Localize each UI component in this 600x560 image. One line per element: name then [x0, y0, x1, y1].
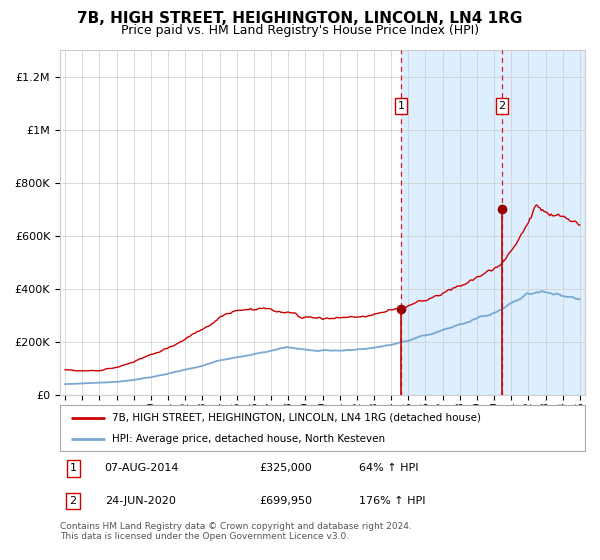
FancyBboxPatch shape: [60, 405, 585, 451]
Text: 2: 2: [499, 101, 506, 111]
Text: 64% ↑ HPI: 64% ↑ HPI: [359, 464, 419, 473]
Text: HPI: Average price, detached house, North Kesteven: HPI: Average price, detached house, Nort…: [113, 434, 386, 444]
Text: 7B, HIGH STREET, HEIGHINGTON, LINCOLN, LN4 1RG (detached house): 7B, HIGH STREET, HEIGHINGTON, LINCOLN, L…: [113, 413, 482, 423]
Text: 07-AUG-2014: 07-AUG-2014: [104, 464, 179, 473]
Text: £699,950: £699,950: [260, 496, 313, 506]
Text: 1: 1: [70, 464, 77, 473]
Text: 1: 1: [398, 101, 404, 111]
Text: 7B, HIGH STREET, HEIGHINGTON, LINCOLN, LN4 1RG: 7B, HIGH STREET, HEIGHINGTON, LINCOLN, L…: [77, 11, 523, 26]
Text: Price paid vs. HM Land Registry's House Price Index (HPI): Price paid vs. HM Land Registry's House …: [121, 24, 479, 37]
Text: £325,000: £325,000: [260, 464, 312, 473]
Text: 176% ↑ HPI: 176% ↑ HPI: [359, 496, 426, 506]
Text: Contains HM Land Registry data © Crown copyright and database right 2024.
This d: Contains HM Land Registry data © Crown c…: [60, 522, 412, 542]
Text: 2: 2: [70, 496, 77, 506]
Bar: [401, 50, 589, 395]
Text: 24-JUN-2020: 24-JUN-2020: [104, 496, 176, 506]
